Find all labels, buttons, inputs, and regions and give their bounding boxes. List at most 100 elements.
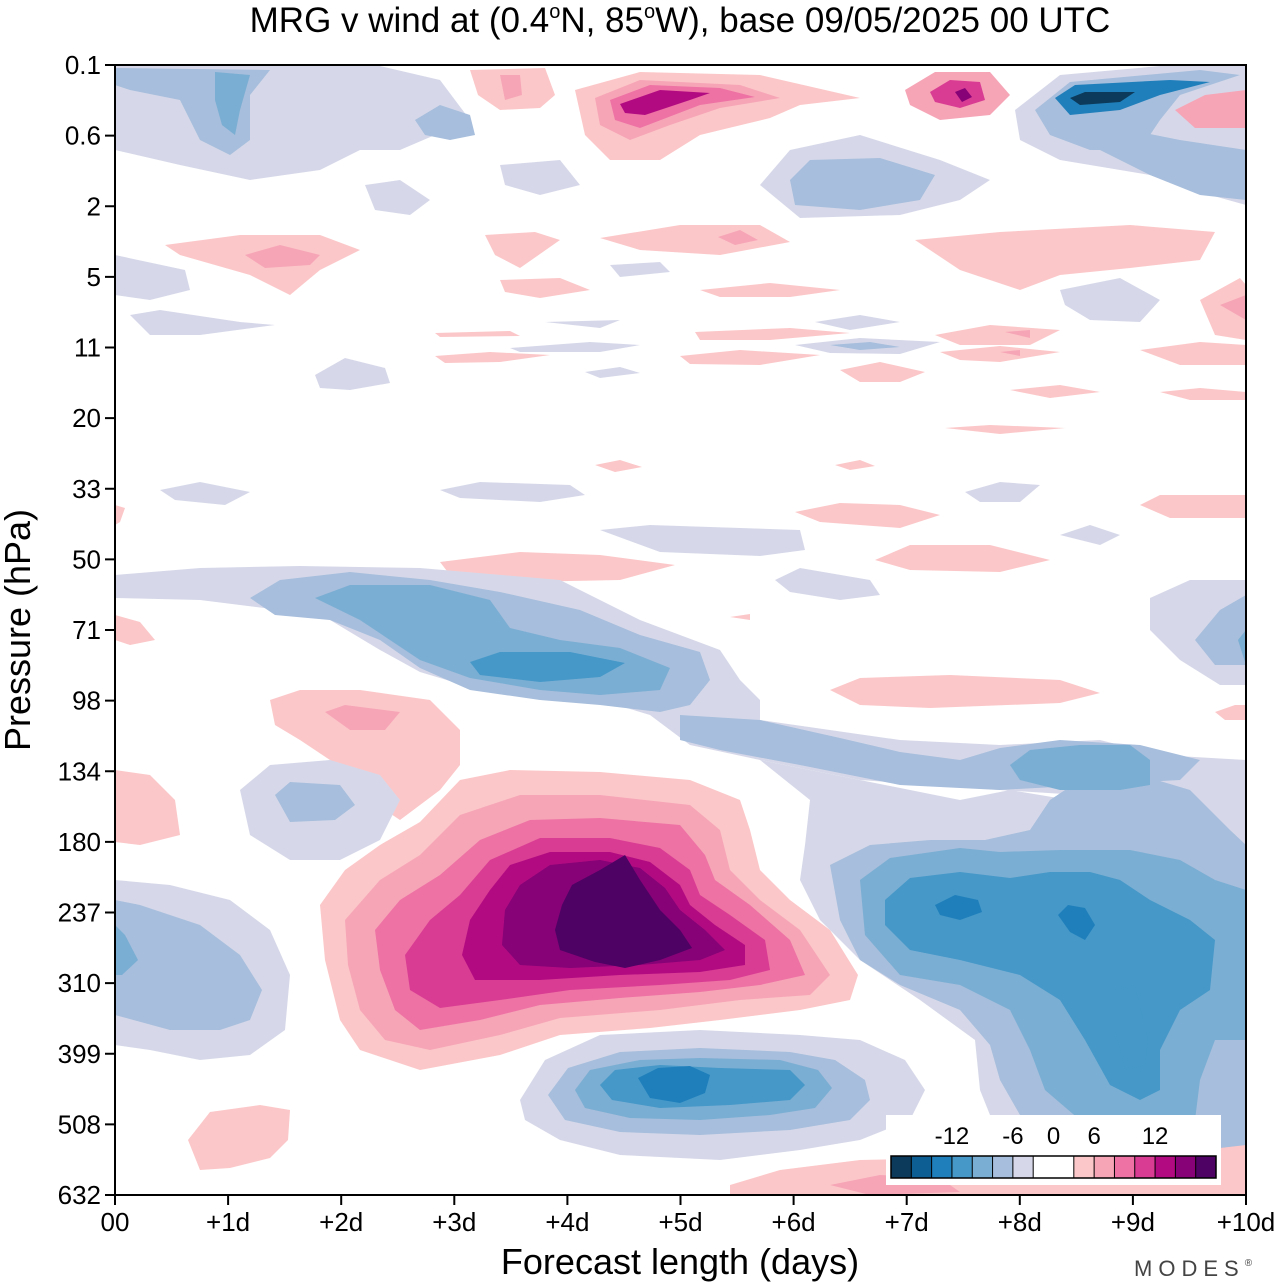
contour-pos-11hPa-k	[680, 350, 820, 365]
y-tick-label: 33	[72, 474, 101, 504]
y-axis-title: Pressure (hPa)	[0, 509, 38, 751]
contour-neg-11hPa-g2	[830, 342, 900, 350]
colorbar-label: 0	[1047, 1123, 1060, 1150]
contour-pos-5hPa-h	[1200, 278, 1246, 340]
contour-pos-3hPa-a2	[245, 245, 320, 268]
contour-neg-60hPa-b2	[1195, 595, 1246, 665]
contour-neg-13hPa-a	[315, 358, 390, 390]
colorbar-swatch	[1114, 1156, 1136, 1178]
x-tick-label: +4d	[545, 1207, 589, 1237]
contour-neg-5hPa-b	[130, 310, 275, 335]
contour-pos-25hPa-c	[835, 460, 875, 470]
colorbar-swatch	[1134, 1156, 1156, 1178]
y-tick-label: 20	[72, 403, 101, 433]
y-tick-label: 11	[74, 333, 101, 363]
y-tick-label: 237	[58, 898, 101, 928]
contour-pos-150hPa-left	[115, 770, 180, 845]
contour-pos-11hPa-i	[1140, 342, 1246, 365]
contour-pos-11hPa-d	[935, 325, 1060, 345]
contour-pos-98hPa-right2	[1215, 705, 1246, 720]
y-tick-label: 632	[58, 1180, 101, 1210]
contour-pos-50hPa-a	[875, 545, 1050, 572]
contour-neg-right-6	[935, 895, 982, 920]
contour-neg-13hPa-b	[585, 367, 640, 378]
colorbar-swatch	[951, 1156, 973, 1178]
contour-pos-11hPa-c	[695, 328, 850, 340]
contour-pos-25hPa-b	[595, 460, 642, 472]
y-tick-label: 310	[58, 968, 101, 998]
x-tick-label: +1d	[206, 1207, 250, 1237]
colorbar-label: 12	[1142, 1123, 1169, 1150]
contour-neg-11hPa-a	[545, 320, 620, 328]
contour-field	[115, 65, 1246, 1195]
y-tick-label: 71	[72, 615, 101, 645]
contour-neg-5hPa-a	[115, 255, 190, 300]
contour-upper-positive-c3	[955, 88, 972, 102]
contour-neg-11hPa-b	[815, 315, 900, 330]
contour-pos-5hPa-f	[700, 283, 840, 297]
x-tick-label: +7d	[885, 1207, 929, 1237]
colorbar-swatch	[1073, 1156, 1095, 1178]
contour-neg-5hPa-g	[1060, 278, 1160, 322]
colorbar-swatch	[1033, 1156, 1054, 1178]
contour-pos-71hPa-a	[115, 615, 155, 645]
colorbar-label: -12	[935, 1123, 970, 1150]
contour-pos-11hPa-h2	[1000, 350, 1020, 356]
contour-pos-11hPa-j	[435, 352, 550, 363]
contour-neg-right-5	[1115, 985, 1148, 1070]
y-tick-label: 2	[87, 191, 101, 221]
contour-upper-positive-right	[1175, 90, 1246, 128]
y-tick-label: 98	[72, 686, 101, 716]
colorbar-swatch	[972, 1156, 994, 1178]
chart-title: MRG v wind at (0.4oN, 85oW), base 09/05/…	[250, 1, 1111, 40]
contour-pos-13hPa-e	[1160, 388, 1246, 400]
y-tick-label: 0.1	[65, 50, 101, 80]
contour-neg-300hPa-left3	[115, 925, 138, 975]
contour-neg-450-5	[638, 1066, 710, 1103]
colorbar-swatch	[1094, 1156, 1115, 1178]
colorbar-swatch	[1012, 1156, 1034, 1178]
contour-upper-negative-mid2	[365, 180, 430, 215]
x-tick-label: +2d	[319, 1207, 363, 1237]
y-tick-label: 0.6	[65, 121, 101, 151]
contour-pos-5hPa-e	[500, 278, 590, 298]
colorbar-label: 6	[1087, 1123, 1100, 1150]
x-tick-label: +8d	[998, 1207, 1042, 1237]
contour-pos-110hPa-a2	[325, 705, 400, 730]
contour-neg-30hPa-a	[160, 482, 250, 505]
contour-neg-30hPa-b	[440, 482, 585, 502]
y-tick-label: 134	[58, 756, 101, 786]
contour-neg-11hPa-f	[510, 342, 640, 352]
contour-upper-negative-mid3	[500, 160, 580, 195]
x-tick-label: +5d	[658, 1207, 702, 1237]
contour-neg-300hPa-left2	[115, 900, 262, 1030]
contour-pos-11hPa-d2	[1005, 330, 1030, 338]
contour-upper-negative-right3	[1055, 80, 1210, 115]
contour-pos-50hPa-b	[440, 552, 675, 582]
contour-pos-3hPa-d	[915, 225, 1215, 290]
contour-pos-71hPa-b	[730, 614, 750, 620]
contour-pos-13hPa-c	[840, 362, 925, 382]
y-tick-label: 399	[58, 1039, 101, 1069]
y-tick-label: 508	[58, 1109, 101, 1139]
contour-neg-60hPa-a	[775, 568, 880, 600]
x-axis: 00 +1d +2d +3d +4d +5d +6d +7d +8d +9d +10d	[101, 1195, 1276, 1237]
contour-neg-80hPa-3	[470, 652, 625, 682]
colorbar-swatch	[992, 1156, 1014, 1178]
contour-neg-160hPa-a2	[275, 782, 355, 822]
x-axis-title: Forecast length (days)	[501, 1241, 859, 1282]
contour-neg-60hPa-b3	[1238, 630, 1246, 665]
colorbar-label: -6	[1002, 1123, 1023, 1150]
modes-logo: MODES®	[1134, 1256, 1258, 1281]
contour-pos-13hPa-d	[1010, 385, 1100, 398]
contour-pos-11hPa-h	[940, 346, 1060, 362]
x-tick-label: +10d	[1217, 1207, 1276, 1237]
contour-pos-3hPa-c2	[718, 230, 758, 245]
colorbar-frame	[890, 1155, 1217, 1179]
y-tick-label: 5	[87, 262, 101, 292]
contour-upper-negative-2hPa-3	[1100, 130, 1246, 200]
contour-neg-5hPa-c	[610, 262, 670, 277]
contour-pos-33hPa-d	[795, 503, 940, 528]
colorbar-swatch	[891, 1156, 912, 1178]
